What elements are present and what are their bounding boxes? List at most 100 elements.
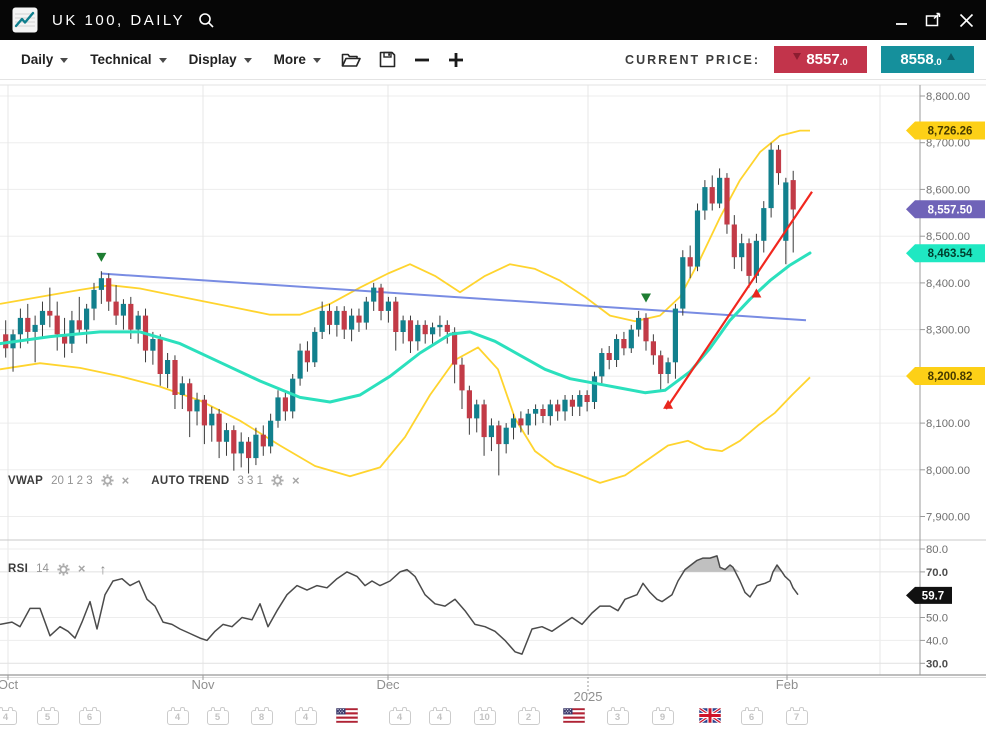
sell-signal-marker: [641, 294, 651, 303]
price-tag-value: 8,463.54: [928, 248, 973, 260]
candle-bull: [371, 288, 376, 302]
candle-bear: [710, 187, 715, 203]
app-logo-icon: [12, 7, 38, 33]
candle-bear: [570, 400, 575, 407]
candle-bear: [393, 302, 398, 332]
calendar-event-icon[interactable]: 5: [207, 710, 229, 725]
rsi-remove-icon[interactable]: ×: [78, 564, 86, 574]
us-flag-icon[interactable]: [563, 708, 585, 728]
buy-price-value: 8558: [900, 51, 933, 68]
candle-bear: [621, 339, 626, 348]
auto-trend-remove-icon[interactable]: ×: [292, 476, 300, 486]
candle-bull: [673, 309, 678, 363]
candle-bear: [305, 351, 310, 363]
uk-flag-icon[interactable]: [699, 708, 721, 728]
candle-bear: [445, 325, 450, 332]
candle-bull: [364, 302, 369, 323]
candle-bull: [209, 414, 214, 426]
vwap-remove-icon[interactable]: ×: [122, 476, 130, 486]
candle-bear: [643, 318, 648, 341]
price-tag-value: 8,557.50: [928, 204, 973, 216]
candle-bear: [585, 395, 590, 402]
candle-bull: [562, 400, 567, 412]
sell-price-button[interactable]: 8557.0: [774, 46, 867, 73]
candle-bear: [261, 435, 266, 447]
candle-bear: [202, 400, 207, 426]
zoom-out-icon[interactable]: [405, 47, 439, 73]
price-chart-canvas[interactable]: 8,800.008,700.008,600.008,500.008,400.00…: [0, 80, 986, 730]
popout-button[interactable]: [925, 12, 943, 28]
calendar-event-icon[interactable]: 4: [295, 710, 317, 725]
candle-bear: [55, 316, 60, 335]
menu-technical[interactable]: Technical: [79, 47, 177, 72]
calendar-event-icon[interactable]: 6: [741, 710, 763, 725]
calendar-event-icon[interactable]: 8: [251, 710, 273, 725]
calendar-event-icon[interactable]: 2: [518, 710, 540, 725]
current-price-panel: CURRENT PRICE: 8557.0 8558.0: [625, 46, 976, 73]
calendar-event-icon[interactable]: 4: [167, 710, 189, 725]
calendar-event-icon[interactable]: 6: [79, 710, 101, 725]
open-folder-icon[interactable]: [332, 47, 370, 73]
candle-bull: [349, 316, 354, 330]
auto-trend-resistance: [101, 274, 806, 321]
trading-chart-window: { "titlebar": { "title": "UK 100, DAILY"…: [0, 0, 986, 730]
candle-bull: [636, 318, 641, 330]
menu-timeframe[interactable]: Daily: [10, 47, 79, 72]
calendar-event-icon[interactable]: 7: [786, 710, 808, 725]
calendar-event-icon[interactable]: 4: [429, 710, 451, 725]
candle-bull: [680, 257, 685, 308]
candle-bull: [769, 150, 774, 208]
rsi-value: 59.7: [922, 590, 944, 602]
candle-bear: [555, 404, 560, 411]
chart-area[interactable]: 8,800.008,700.008,600.008,500.008,400.00…: [0, 80, 986, 730]
current-price-label: CURRENT PRICE:: [625, 53, 760, 67]
rsi-axis-label: 50.0: [926, 613, 948, 625]
calendar-event-icon[interactable]: 5: [37, 710, 59, 725]
buy-price-button[interactable]: 8558.0: [881, 46, 974, 73]
price-tag-value: 8,726.26: [928, 125, 973, 137]
price-axis-label: 8,700.00: [926, 138, 970, 150]
vwap-settings-gear-icon[interactable]: [101, 474, 114, 487]
menu-more-label: More: [274, 52, 306, 67]
candle-bull: [599, 353, 604, 376]
zoom-in-icon[interactable]: [439, 47, 473, 73]
rsi-settings-gear-icon[interactable]: [57, 563, 70, 576]
calendar-event-icon[interactable]: 3: [607, 710, 629, 725]
calendar-event-icon[interactable]: 4: [389, 710, 411, 725]
candle-bear: [47, 311, 52, 316]
candle-bear: [482, 404, 487, 437]
candle-bull: [577, 395, 582, 407]
candle-bear: [724, 178, 729, 225]
menu-more[interactable]: More: [263, 47, 332, 72]
calendar-event-icon[interactable]: 10: [474, 710, 496, 725]
menu-display[interactable]: Display: [178, 47, 263, 72]
candle-bull: [739, 243, 744, 257]
price-axis-label: 8,000.00: [926, 465, 970, 477]
close-button[interactable]: [959, 13, 974, 28]
us-flag-icon[interactable]: [336, 708, 358, 728]
candle-bear: [732, 225, 737, 258]
candle-bear: [231, 430, 236, 453]
menu-display-label: Display: [189, 52, 237, 67]
title-bar: UK 100, DAILY: [0, 0, 986, 40]
auto-trend-settings-gear-icon[interactable]: [271, 474, 284, 487]
save-icon[interactable]: [370, 46, 405, 73]
price-axis-label: 8,300.00: [926, 325, 970, 337]
move-pane-up-icon[interactable]: ↑: [99, 561, 106, 577]
sell-signal-marker: [96, 253, 106, 262]
chevron-down-icon: [159, 58, 167, 63]
bollinger-upper-band: [0, 131, 810, 322]
candle-bull: [84, 309, 89, 330]
candle-bear: [607, 353, 612, 360]
candle-bull: [695, 211, 700, 267]
candle-bull: [334, 311, 339, 325]
minimize-button[interactable]: [895, 13, 909, 27]
calendar-event-icon[interactable]: 9: [652, 710, 674, 725]
candle-bull: [239, 442, 244, 454]
calendar-event-icon[interactable]: 4: [0, 710, 17, 725]
chevron-down-icon: [313, 58, 321, 63]
candle-bear: [658, 355, 663, 374]
search-icon[interactable]: [197, 11, 215, 29]
candle-bear: [77, 320, 82, 329]
candle-bear: [172, 360, 177, 395]
